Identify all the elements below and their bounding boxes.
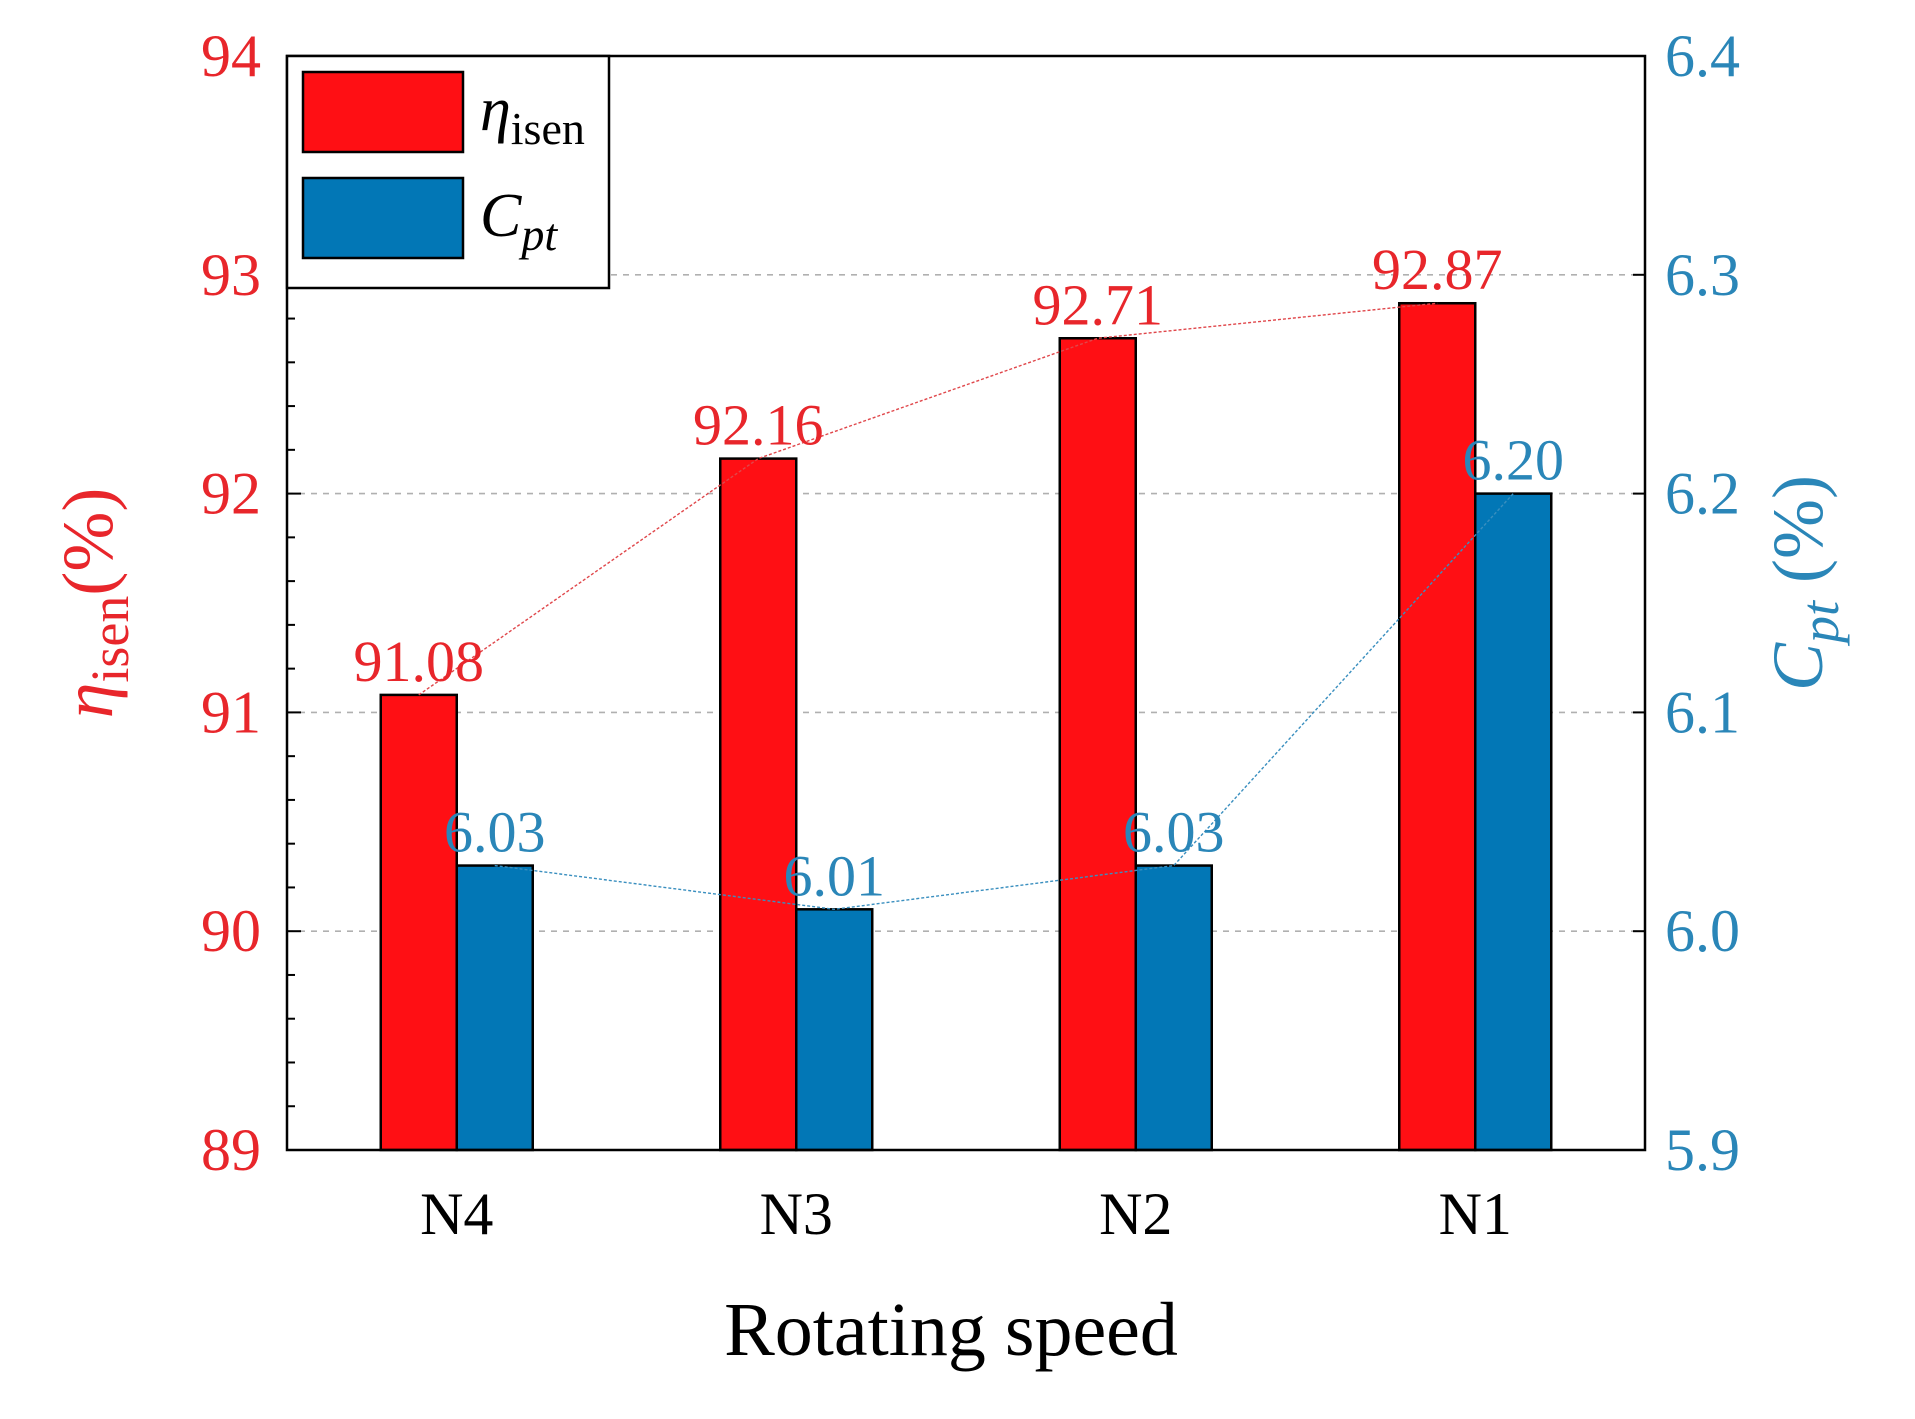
cpt-data-label: 6.01 (784, 843, 886, 908)
eta-bar (379, 693, 458, 1152)
eta-data-label: 92.71 (1033, 272, 1164, 337)
cpt-bar (1134, 864, 1213, 1152)
right-tick-label: 6.1 (1665, 679, 1740, 745)
left-axis-title-text: ηisen(%) (48, 488, 140, 719)
cpt-data-label: 6.03 (1123, 800, 1225, 865)
legend-eta-swatch (301, 70, 465, 154)
eta-data-label: 92.16 (693, 393, 824, 458)
left-tick-label: 93 (201, 242, 261, 308)
x-tick-label: N1 (1439, 1181, 1512, 1247)
legend-symbol: η (480, 76, 511, 144)
cpt-trend-line (494, 493, 1514, 911)
cpt-bar (1474, 492, 1553, 1152)
legend-subscript: pt (518, 209, 558, 260)
left-tick-label: 92 (201, 461, 261, 527)
right-axis-subscript: pt (1790, 599, 1850, 647)
left-tick-label: 91 (201, 679, 261, 745)
right-axis-title-text: Cpt (%) (1758, 475, 1850, 691)
cpt-bar (455, 864, 534, 1152)
cpt-data-label: 6.20 (1463, 428, 1565, 493)
right-tick-label: 5.9 (1665, 1117, 1740, 1183)
legend-symbol: C (480, 182, 522, 250)
cpt-bar (795, 908, 874, 1152)
eta-trend-line (418, 302, 1438, 696)
right-axis-title: Cpt (%) (1758, 475, 1850, 691)
legend-cpt-swatch (301, 176, 465, 260)
right-tick-label: 6.4 (1665, 23, 1740, 89)
eta-data-label: 91.08 (354, 629, 485, 694)
eta-bar (1058, 337, 1137, 1152)
left-tick-label: 90 (201, 898, 261, 964)
legend: ηisen Cpt (285, 54, 611, 290)
axis-text: 89 90 91 92 93 94 5.9 6.0 6.1 6.2 6.3 6.4 N4 N3 N2 N1 Ro… (48, 23, 1850, 1372)
x-tick-label: N2 (1099, 1181, 1172, 1247)
data-labels: 91.08 6.03 92.16 6.01 92.71 6.03 92.87 6.20 (354, 237, 1565, 908)
right-tick-label: 6.2 (1665, 461, 1740, 527)
axis-ticks (287, 55, 1645, 1151)
plot-frame (285, 54, 1647, 1152)
right-axis-unit: (%) (1758, 475, 1838, 601)
left-axis-unit: (%) (48, 488, 128, 596)
left-axis-symbol: η (48, 683, 128, 719)
left-tick-label: 94 (201, 23, 261, 89)
right-tick-label: 6.0 (1665, 898, 1740, 964)
eta-bar (719, 457, 798, 1152)
right-axis-symbol: C (1758, 642, 1838, 691)
bars (379, 301, 1553, 1152)
right-tick-label: 6.3 (1665, 242, 1740, 308)
left-axis-title: ηisen(%) (48, 488, 140, 719)
x-tick-label: N4 (420, 1181, 493, 1247)
legend-subscript: isen (511, 103, 585, 154)
x-tick-label: N3 (760, 1181, 833, 1247)
left-axis-subscript: isen (80, 596, 140, 683)
legend-cpt-label: Cpt (480, 182, 558, 260)
cpt-data-label: 6.03 (444, 800, 546, 865)
trend-lines (418, 302, 1514, 911)
eta-data-label: 92.87 (1372, 237, 1503, 302)
left-tick-label: 89 (201, 1117, 261, 1183)
legend-eta-label: ηisen (480, 76, 585, 154)
x-axis-title: Rotating speed (724, 1288, 1178, 1372)
